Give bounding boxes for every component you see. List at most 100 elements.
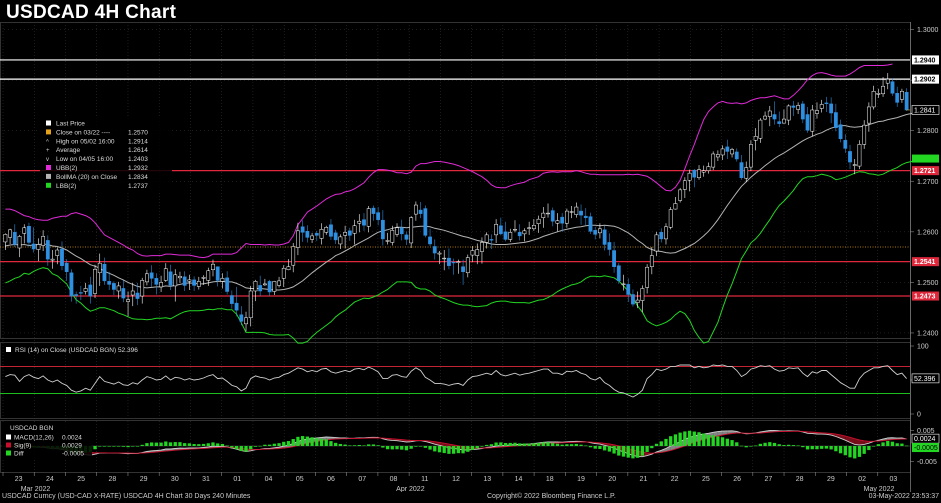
macd-diff-bar <box>518 443 522 446</box>
macd-diff-bar <box>617 446 621 456</box>
candle-body <box>390 230 395 243</box>
candle-body <box>333 232 338 241</box>
candle-body <box>819 104 824 109</box>
candle-body <box>805 114 810 131</box>
footer-timestamp: 03-May-2022 23:53:37 <box>868 493 939 500</box>
candle-body <box>649 255 654 267</box>
candle-body <box>796 105 801 110</box>
macd-diff-bar <box>503 443 508 446</box>
candle-body <box>404 234 409 240</box>
macd-diff-bar <box>636 446 640 458</box>
candle-body <box>352 225 357 234</box>
candle-body <box>862 124 867 145</box>
x-tick-label: 31 <box>202 476 210 483</box>
macd-diff-bar <box>782 445 786 446</box>
macd-diff-bar <box>164 441 168 446</box>
legend-marker-icon: ^ <box>46 139 49 145</box>
candle-body <box>697 169 701 178</box>
macd-diff-bar <box>593 446 597 449</box>
candle-body <box>395 227 399 235</box>
candle-body <box>607 242 612 250</box>
macd-diff-bar <box>305 436 310 446</box>
macd-diff-bar <box>390 446 394 450</box>
macd-diff-bar <box>626 446 630 458</box>
candle-body <box>758 119 763 139</box>
macd-diff-bar <box>876 444 880 446</box>
macd-diff-bar <box>787 444 791 446</box>
candle-body <box>83 288 88 292</box>
candle-body <box>399 227 404 235</box>
macd-diff-bar <box>881 442 885 446</box>
candle-body <box>555 220 560 224</box>
x-tick-label: 29 <box>140 476 148 483</box>
macd-diff-bar <box>735 442 739 446</box>
macd-diff-bar <box>513 442 517 446</box>
macd-diff-bar <box>315 438 319 446</box>
macd-diff-bar <box>631 446 635 459</box>
legend-marker-icon: v <box>46 157 49 163</box>
candle-body <box>22 227 27 234</box>
macd-diff-bar <box>574 443 578 446</box>
x-tick-label: 30 <box>171 476 179 483</box>
candle-body <box>720 148 725 156</box>
candle-body <box>45 240 50 260</box>
legend-item-value: 1.2914 <box>128 138 148 145</box>
macd-diff-bar <box>220 443 225 446</box>
candle-body <box>612 250 616 267</box>
candle-body <box>102 263 107 282</box>
candle-body <box>881 85 885 95</box>
candle-body <box>107 281 112 285</box>
macd-diff-bar <box>749 446 753 447</box>
level-tag-label: 1.2721 <box>914 168 936 175</box>
macd-diff-bar <box>522 443 527 446</box>
candle-body <box>654 234 659 252</box>
candle-body <box>182 276 187 286</box>
x-tick-label: 05 <box>296 476 304 483</box>
macd-diff-bar <box>673 434 678 446</box>
x-tick-label: 25 <box>77 476 85 483</box>
legend-swatch-icon <box>46 120 51 126</box>
candle-body <box>579 210 583 216</box>
chart-canvas: 23 24 25 28 29 30 31 01 04 05 06 07 08 11 12 13 14 18 19 20… <box>0 22 940 492</box>
macd-diff-bar <box>277 443 281 446</box>
candle-body <box>442 257 447 260</box>
candle-body <box>418 209 423 214</box>
candle-body <box>598 228 602 234</box>
candle-body <box>116 285 121 292</box>
candle-body <box>55 249 60 256</box>
legend-item-value: 1.2614 <box>128 147 148 154</box>
macd-diff-bar <box>796 445 800 447</box>
macd-diff-bar <box>584 445 588 447</box>
candle-body <box>701 170 706 173</box>
candle-body <box>27 226 31 243</box>
macd-diff-bar <box>895 443 899 446</box>
candle-body <box>178 276 182 279</box>
candle-body <box>640 288 645 301</box>
rsi-legend-label: RSI (14) on Close (USDCAD BGN) 52.396 <box>15 347 138 354</box>
macd-diff-bar <box>536 442 541 446</box>
candle-body <box>121 288 126 299</box>
macd-diff-bar <box>711 435 715 446</box>
candle-body <box>314 233 319 236</box>
macd-diff-bar <box>862 446 866 454</box>
macd-diff-bar <box>267 444 272 446</box>
candle-body <box>154 278 159 285</box>
candle-body <box>447 257 451 266</box>
x-tick-label: 25 <box>702 476 710 483</box>
macd-diff-bar <box>102 446 107 447</box>
candle-body <box>409 217 414 244</box>
macd-diff-bar <box>753 445 758 447</box>
rsi-tick-label: 100 <box>917 344 929 351</box>
macd-diff-bar <box>230 446 234 448</box>
candle-body <box>267 281 272 293</box>
macd-diff-bar <box>508 442 512 446</box>
candle-body <box>201 277 206 279</box>
x-tick-label: 21 <box>640 476 648 483</box>
candle-body <box>871 91 876 108</box>
candle-body <box>536 218 541 224</box>
x-tick-label: 28 <box>796 476 804 483</box>
x-tick-label: 26 <box>733 476 741 483</box>
candle-body <box>682 180 687 190</box>
candle-body <box>248 290 253 319</box>
candle-body <box>234 302 239 311</box>
